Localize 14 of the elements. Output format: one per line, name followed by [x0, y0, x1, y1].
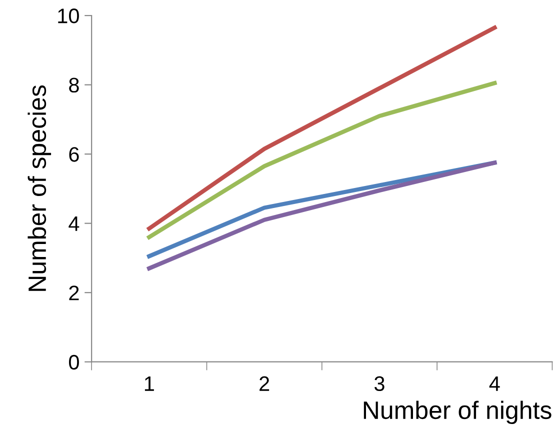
x-tick-label: 1 — [144, 376, 154, 391]
y-tick-label: 2 — [69, 286, 79, 300]
y-tick-label: 0 — [69, 354, 79, 370]
line-series — [147, 80, 497, 240]
y-tick-label: 10 — [58, 8, 79, 24]
y-axis-title: Number of species — [28, 85, 52, 291]
line-series — [147, 26, 497, 231]
x-tick-label: 3 — [374, 376, 384, 392]
y-tick-label: 4 — [68, 216, 80, 231]
y-tick-label: 8 — [69, 78, 79, 93]
x-axis-title: Number of nights — [364, 400, 552, 424]
x-tick-label: 2 — [260, 376, 270, 391]
x-tick-label: 4 — [489, 376, 500, 391]
y-tick-label: 6 — [69, 147, 79, 162]
